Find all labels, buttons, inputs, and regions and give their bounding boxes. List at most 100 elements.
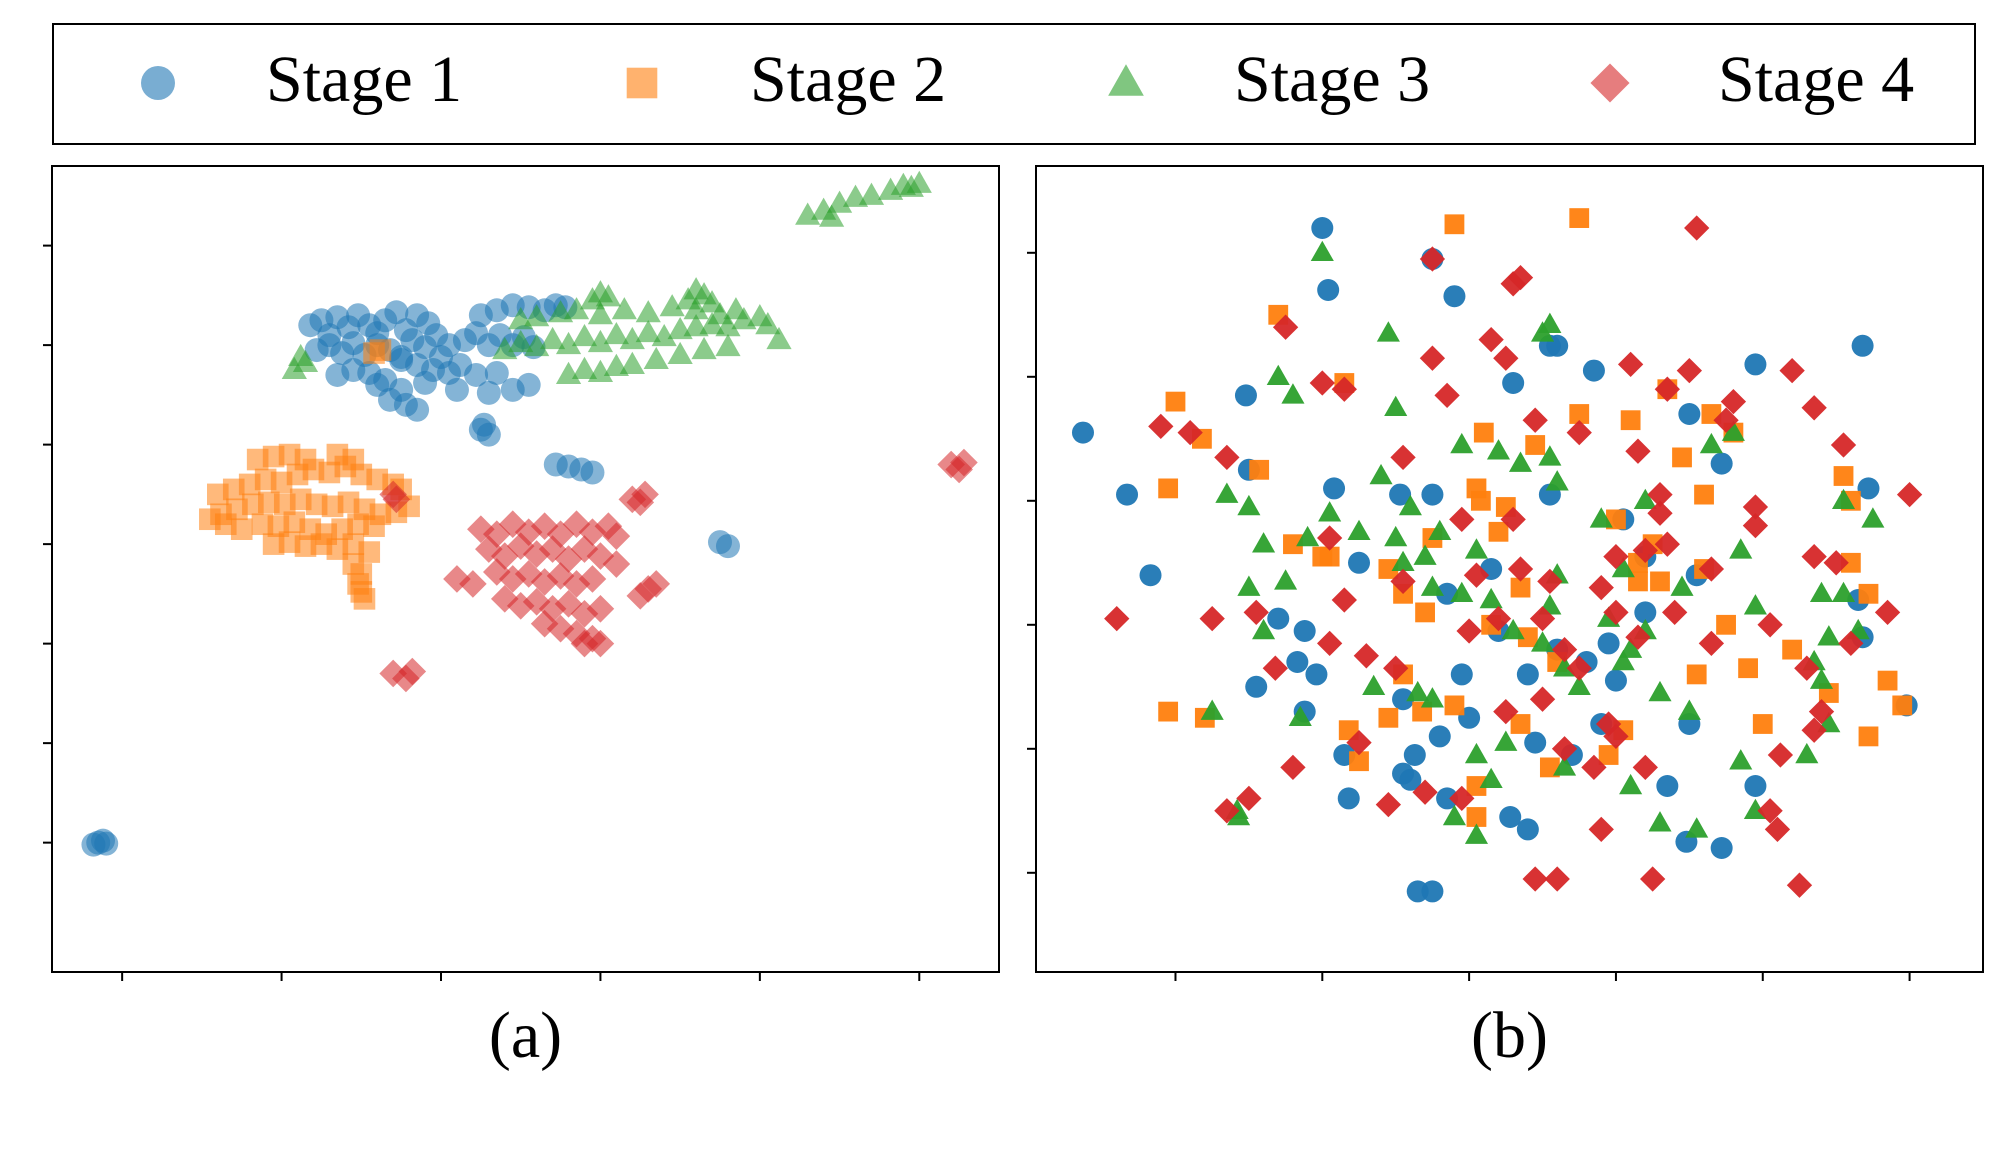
data-point-triangle bbox=[1795, 742, 1819, 764]
data-point-diamond bbox=[1419, 246, 1446, 272]
data-point-triangle bbox=[755, 312, 781, 335]
data-point-triangle bbox=[1501, 618, 1525, 640]
data-point-triangle bbox=[555, 331, 582, 355]
data-point-diamond bbox=[1625, 438, 1651, 464]
data-point-diamond bbox=[1801, 543, 1827, 570]
data-point-triangle bbox=[1450, 432, 1474, 454]
data-point-square bbox=[363, 515, 385, 538]
data-point-square bbox=[1349, 751, 1369, 772]
data-point-circle bbox=[1421, 483, 1444, 506]
data-point-diamond bbox=[1529, 605, 1556, 632]
data-point-triangle bbox=[619, 351, 645, 375]
data-point-triangle bbox=[1369, 463, 1393, 485]
data-point-square bbox=[1473, 422, 1494, 443]
data-point-diamond bbox=[570, 629, 599, 658]
data-point-diamond bbox=[1581, 754, 1607, 781]
data-point-triangle bbox=[1406, 680, 1430, 702]
data-point-circle bbox=[1337, 787, 1360, 810]
data-point-circle bbox=[1323, 477, 1346, 500]
data-point-square bbox=[369, 339, 392, 361]
data-point-diamond bbox=[1654, 531, 1680, 557]
data-point-diamond bbox=[382, 485, 411, 514]
legend-marker-triangle bbox=[1108, 64, 1144, 96]
data-point-triangle bbox=[1721, 420, 1745, 441]
data-point-diamond bbox=[578, 565, 607, 593]
data-point-diamond bbox=[1478, 326, 1504, 353]
data-point-triangle bbox=[492, 336, 518, 360]
data-point-diamond bbox=[1698, 630, 1725, 657]
data-point-diamond bbox=[1316, 630, 1343, 657]
data-point-square bbox=[1672, 447, 1692, 468]
data-point-circle bbox=[1450, 663, 1473, 686]
data-point-triangle bbox=[1670, 575, 1694, 596]
data-point-triangle bbox=[1530, 631, 1555, 652]
data-point-circle bbox=[1311, 217, 1334, 239]
data-point-diamond bbox=[1808, 698, 1835, 725]
data-point-circle bbox=[464, 362, 489, 387]
data-point-triangle bbox=[651, 323, 677, 347]
data-point-diamond bbox=[1874, 599, 1901, 626]
data-point-diamond bbox=[1823, 550, 1849, 576]
data-point-circle bbox=[1234, 384, 1257, 407]
data-point-triangle bbox=[1494, 730, 1518, 751]
data-point-circle bbox=[429, 345, 454, 370]
data-point-circle bbox=[1389, 483, 1412, 506]
data-point-square bbox=[1378, 707, 1399, 728]
data-point-triangle bbox=[906, 170, 932, 193]
data-point-square bbox=[1620, 410, 1641, 431]
data-point-square bbox=[1378, 559, 1399, 579]
data-point-triangle bbox=[1743, 594, 1767, 615]
data-point-triangle bbox=[1648, 811, 1672, 832]
data-point-diamond bbox=[1603, 599, 1629, 626]
data-point-diamond bbox=[1412, 779, 1438, 805]
data-point-triangle bbox=[1252, 618, 1276, 640]
data-point-circle bbox=[1604, 669, 1627, 692]
data-point-square bbox=[342, 448, 365, 471]
data-point-square bbox=[1606, 509, 1626, 530]
data-point-triangle bbox=[1288, 705, 1312, 727]
data-point-triangle bbox=[1611, 556, 1635, 578]
data-point-diamond bbox=[1767, 742, 1794, 768]
data-point-diamond bbox=[1625, 624, 1651, 650]
data-point-triangle bbox=[1420, 575, 1444, 596]
data-point-circle bbox=[1071, 421, 1094, 444]
data-point-circle bbox=[1634, 601, 1657, 624]
data-point-triangle bbox=[1464, 538, 1489, 559]
data-point-square bbox=[1858, 583, 1879, 604]
data-point-square bbox=[1877, 670, 1898, 691]
data-point-square bbox=[1525, 435, 1546, 455]
data-point-circle bbox=[1744, 353, 1767, 376]
data-point-diamond bbox=[1764, 816, 1791, 843]
data-point-square bbox=[1892, 695, 1913, 716]
data-point-diamond bbox=[1522, 407, 1548, 433]
data-point-diamond bbox=[1331, 376, 1357, 402]
data-point-triangle bbox=[1318, 501, 1342, 522]
data-point-diamond bbox=[1316, 525, 1343, 551]
data-point-diamond bbox=[1801, 395, 1827, 421]
data-point-diamond bbox=[1830, 432, 1857, 458]
data-point-circle bbox=[1286, 651, 1309, 673]
data-point-square bbox=[1517, 627, 1538, 648]
data-point-triangle bbox=[1508, 451, 1533, 472]
data-point-circle bbox=[405, 353, 430, 378]
data-point-circle bbox=[1516, 663, 1539, 686]
data-point-triangle bbox=[715, 314, 741, 337]
data-point-triangle bbox=[1384, 395, 1408, 417]
data-point-circle bbox=[1710, 837, 1733, 859]
data-point-diamond bbox=[1529, 686, 1556, 712]
panel-caption: (a) bbox=[489, 999, 562, 1072]
data-point-diamond bbox=[1662, 599, 1688, 626]
data-point-triangle bbox=[1442, 804, 1466, 826]
data-point-circle bbox=[1516, 818, 1539, 841]
data-point-triangle bbox=[1413, 544, 1437, 565]
data-point-triangle bbox=[1685, 817, 1709, 838]
data-point-diamond bbox=[1507, 556, 1534, 582]
data-point-triangle bbox=[587, 359, 614, 382]
data-point-diamond bbox=[1507, 264, 1534, 291]
data-point-diamond bbox=[1493, 698, 1519, 725]
data-point-triangle bbox=[723, 297, 749, 320]
data-point-circle bbox=[1443, 285, 1466, 308]
data-point-triangle bbox=[1699, 432, 1723, 454]
data-point-diamond bbox=[1236, 785, 1262, 812]
